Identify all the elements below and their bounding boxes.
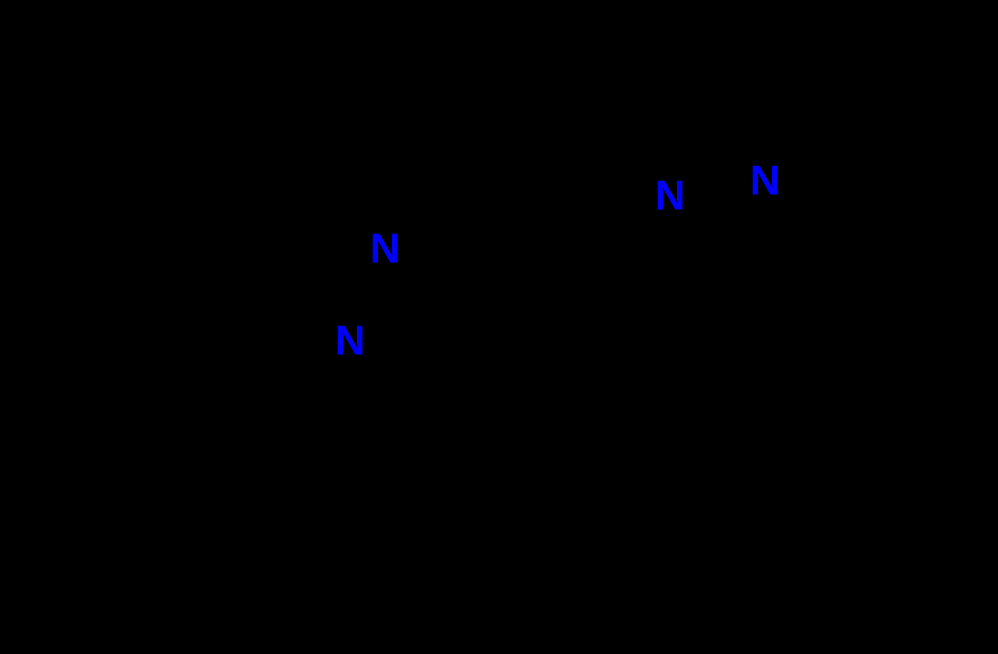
bond-double-b xyxy=(927,237,980,303)
bond-single xyxy=(405,232,480,245)
bond-single xyxy=(222,355,255,445)
bond-single xyxy=(510,305,540,395)
bond-single xyxy=(635,290,698,370)
bond-single xyxy=(793,342,855,418)
molecule-diagram: NNNN xyxy=(0,0,998,654)
bond-single xyxy=(70,390,128,465)
bond-double-b xyxy=(517,397,570,467)
bond-double-a xyxy=(917,238,977,313)
atom-label-n: N xyxy=(335,317,365,364)
bond-double-a xyxy=(192,288,252,358)
atom-label-n: N xyxy=(370,225,400,272)
bond-single xyxy=(690,183,745,192)
bond-single xyxy=(948,310,980,400)
bond-double-a xyxy=(775,198,822,255)
bond-single xyxy=(570,460,665,475)
bond-double-a xyxy=(477,235,537,308)
bond-single xyxy=(100,285,195,300)
bond-double-a xyxy=(507,397,567,477)
bond-single xyxy=(540,290,635,305)
bond-double-b xyxy=(640,218,657,264)
bond-double-b xyxy=(135,450,217,468)
bond-double-b xyxy=(862,405,943,421)
bond-double-b xyxy=(487,234,539,298)
bond-single xyxy=(255,343,330,355)
bond-double-b xyxy=(356,271,373,314)
bond-double-a xyxy=(74,301,104,391)
atom-label-n: N xyxy=(750,157,780,204)
bond-single xyxy=(825,235,920,252)
bond-double-b xyxy=(202,287,254,348)
atom-label-n: N xyxy=(655,172,685,219)
bond-double-a xyxy=(669,371,702,461)
bond-double-a xyxy=(854,396,947,414)
bond-single xyxy=(793,252,825,342)
